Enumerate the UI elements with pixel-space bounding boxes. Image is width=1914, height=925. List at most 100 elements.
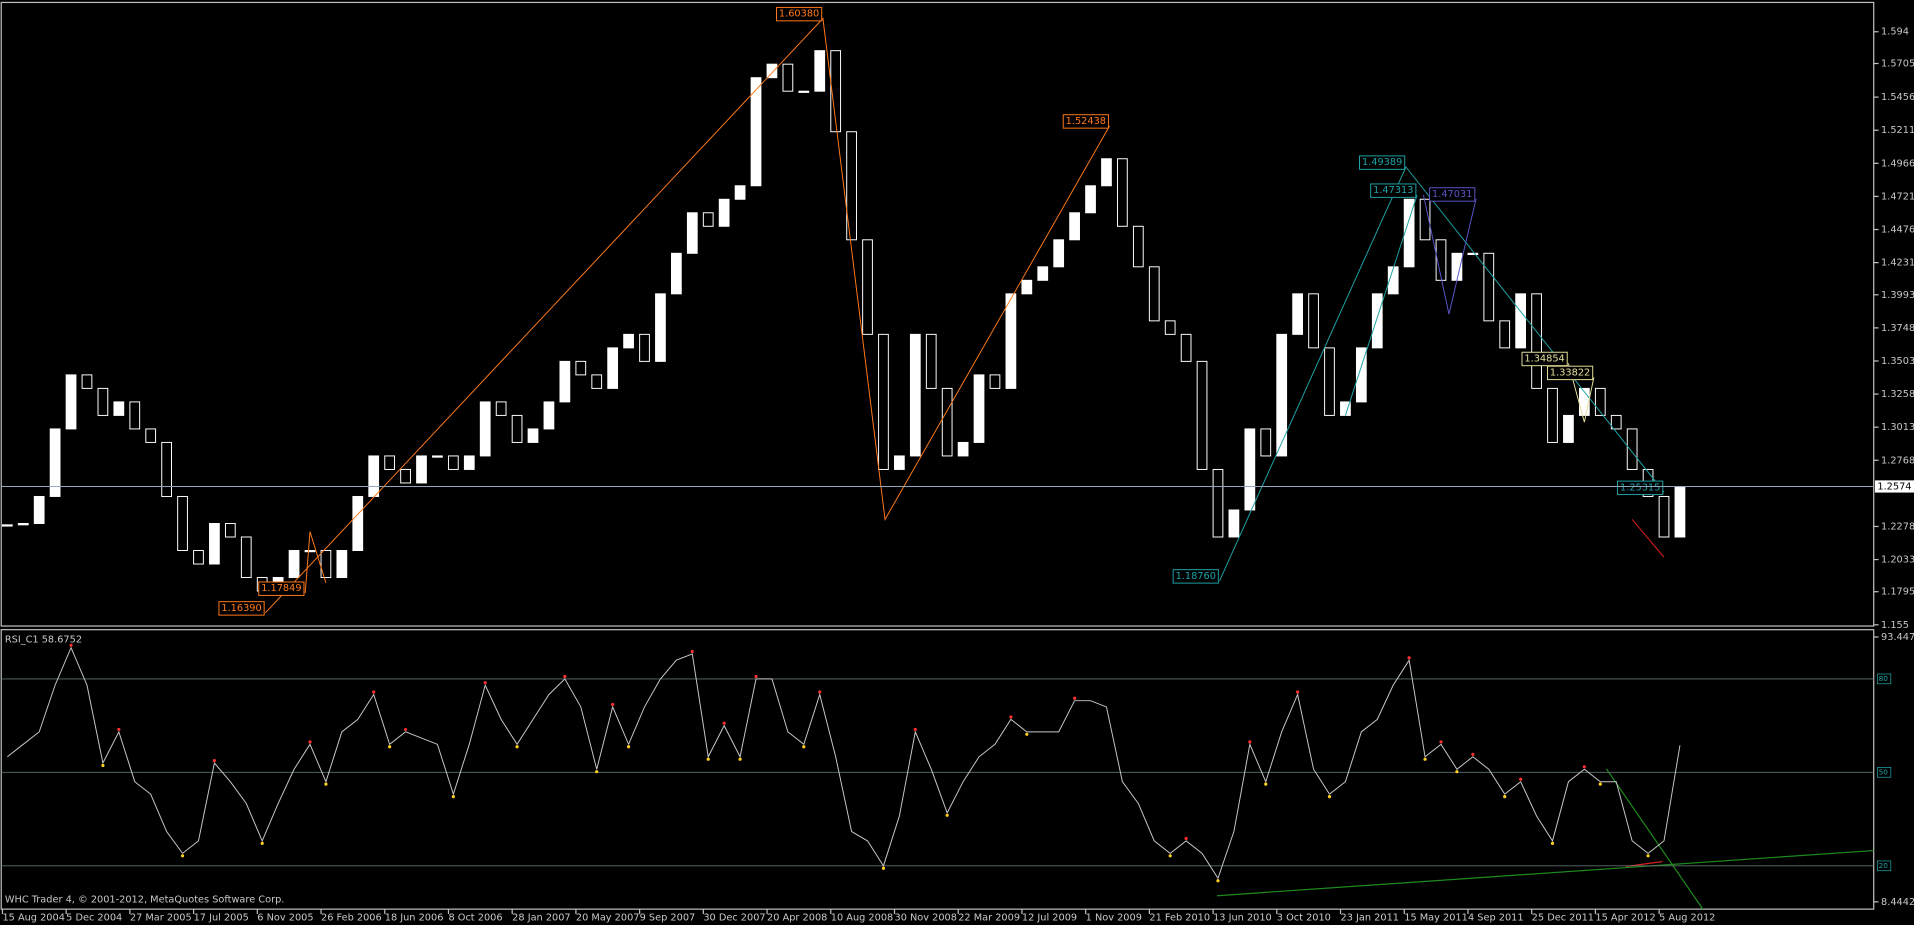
rsi-trough [706, 757, 710, 761]
y-tick-label: 1.3503 [1881, 356, 1914, 367]
candle [368, 455, 380, 497]
candle [288, 550, 300, 579]
candle [1387, 266, 1399, 295]
candle [575, 360, 587, 376]
candle [1228, 509, 1240, 538]
candle [1355, 347, 1367, 403]
candle [607, 347, 619, 389]
candle [479, 401, 491, 457]
candle [1308, 293, 1319, 349]
candle [1117, 158, 1128, 227]
zigzag-label: 1.49389 [1359, 155, 1406, 170]
y-tick-label: 1.1795 [1881, 587, 1914, 598]
x-tick-label: 30 Dec 2007 [703, 913, 765, 924]
candle [1148, 266, 1160, 322]
zigzag-label: 1.17849 [258, 581, 305, 596]
candle [591, 374, 603, 389]
zigzag-label-box [1172, 569, 1219, 584]
rsi-peak [1073, 696, 1077, 700]
rsi-peak [1248, 740, 1252, 744]
candle [782, 63, 794, 92]
candle [814, 50, 826, 92]
rsi-trough [1598, 782, 1602, 786]
zigzag-label: 1.47313 [1370, 183, 1417, 198]
x-tick-label: 25 Dec 2011 [1532, 913, 1594, 924]
zigzag-label-box [775, 6, 823, 22]
x-tick-label: 9 Sep 2007 [640, 913, 696, 924]
rsi-trough [738, 757, 742, 761]
candle [1547, 387, 1558, 443]
candle [1292, 293, 1303, 335]
x-tick-label: 6 Nov 2005 [257, 913, 313, 924]
zigzag [265, 17, 1111, 614]
x-tick-label: 5 Aug 2012 [1659, 913, 1715, 924]
zigzag-label: 1.33822 [1546, 365, 1594, 381]
rsi-trough [180, 854, 185, 858]
candle [161, 441, 172, 497]
candle [878, 333, 889, 470]
rsi-trough [1455, 770, 1459, 774]
candle [1005, 293, 1017, 389]
candle [1467, 252, 1479, 256]
x-tick-label: 5 Dec 2004 [66, 913, 122, 924]
zigzag-label: 1.34854 [1521, 351, 1568, 367]
rsi-peak [1439, 740, 1443, 744]
y-tick-label: 1.2033 [1881, 555, 1914, 566]
candle [240, 536, 252, 579]
candle [973, 374, 985, 443]
candle [1515, 293, 1527, 349]
rsi-title: RSI_C1 58.6752 [5, 634, 82, 645]
zigzag [1567, 363, 1595, 423]
zigzag-label-text: 1.47031 [1432, 189, 1472, 200]
rsi-peak [563, 674, 567, 679]
rsi-trough [1025, 732, 1029, 736]
rsi-trendline [1216, 849, 1874, 897]
rsi-line [7, 646, 1681, 880]
zigzag-label-text: 1.33822 [1550, 367, 1590, 378]
zigzag-label: 1.60380 [775, 6, 823, 22]
zigzag-label-text: 1.25315 [1620, 482, 1660, 493]
candle [1594, 387, 1606, 416]
candle [686, 212, 698, 254]
rsi-peak [1471, 752, 1475, 756]
x-tick-label: 15 Aug 2004 [2, 913, 64, 924]
candle [129, 401, 141, 430]
candle [766, 63, 778, 79]
rsi-panel [0, 629, 1875, 910]
rsi-peak [722, 721, 726, 725]
candle [909, 333, 921, 457]
candle [894, 455, 905, 470]
candle [1164, 320, 1176, 335]
x-tick-label: 3 Oct 2010 [1277, 913, 1331, 924]
candle [1196, 360, 1208, 470]
rsi-trough [1327, 795, 1332, 799]
candle [33, 495, 45, 524]
candle [1435, 239, 1447, 281]
rsi-peak [69, 643, 73, 647]
rsi-trough [451, 795, 455, 799]
rsi-peak [1009, 715, 1013, 719]
candle [97, 387, 109, 416]
x-tick-label: 15 May 2011 [1404, 913, 1468, 924]
zigzag [1344, 194, 1418, 416]
candle [416, 455, 427, 484]
candle [798, 90, 810, 93]
candle [1260, 428, 1272, 457]
candle [384, 455, 396, 470]
rsi-peak [754, 674, 758, 679]
candle [1101, 158, 1112, 187]
candle [1053, 239, 1065, 268]
zigzag-label: 1.16390 [218, 601, 265, 616]
candle [193, 550, 204, 565]
zigzag-label-box [1370, 183, 1417, 198]
candle [400, 468, 411, 484]
rsi-peak [483, 681, 487, 685]
candle [559, 360, 571, 403]
candle [336, 550, 348, 579]
zigzag [304, 531, 327, 594]
candle [702, 212, 714, 227]
x-tick-label: 20 May 2007 [576, 913, 640, 924]
candle [447, 455, 459, 470]
candle [1324, 347, 1335, 416]
candle [670, 252, 682, 295]
